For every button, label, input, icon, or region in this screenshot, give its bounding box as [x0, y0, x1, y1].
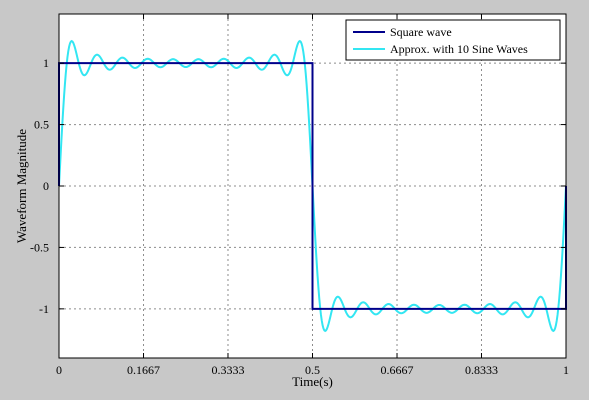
legend: Square wave Approx. with 10 Sine Waves — [345, 19, 561, 61]
y-tick-label: 0 — [43, 179, 49, 193]
x-tick-label: 0.5 — [305, 363, 320, 377]
y-tick-label: -0.5 — [30, 240, 49, 254]
x-tick-label: 0 — [56, 363, 62, 377]
legend-box — [345, 19, 561, 61]
ticks: 0 0.1667 0.3333 0.5 0.6667 0.8333 1 -1 -0.5 0 0.5 1 — [30, 14, 569, 377]
x-axis-label: Time(s) — [292, 374, 333, 389]
y-tick-label: -1 — [39, 302, 49, 316]
x-tick-label: 0.3333 — [211, 363, 244, 377]
y-axis-label: Waveform Magnitude — [14, 129, 29, 243]
x-tick-label: 0.8333 — [465, 363, 498, 377]
y-tick-label: 0.5 — [34, 118, 49, 132]
x-tick-label: 0.1667 — [127, 363, 160, 377]
x-tick-label: 0.6667 — [381, 363, 414, 377]
y-tick-label: 1 — [43, 56, 49, 70]
legend-label-square-wave: Square wave — [390, 25, 452, 39]
legend-label-approximation: Approx. with 10 Sine Waves — [390, 42, 528, 56]
x-tick-label: 1 — [563, 363, 569, 377]
